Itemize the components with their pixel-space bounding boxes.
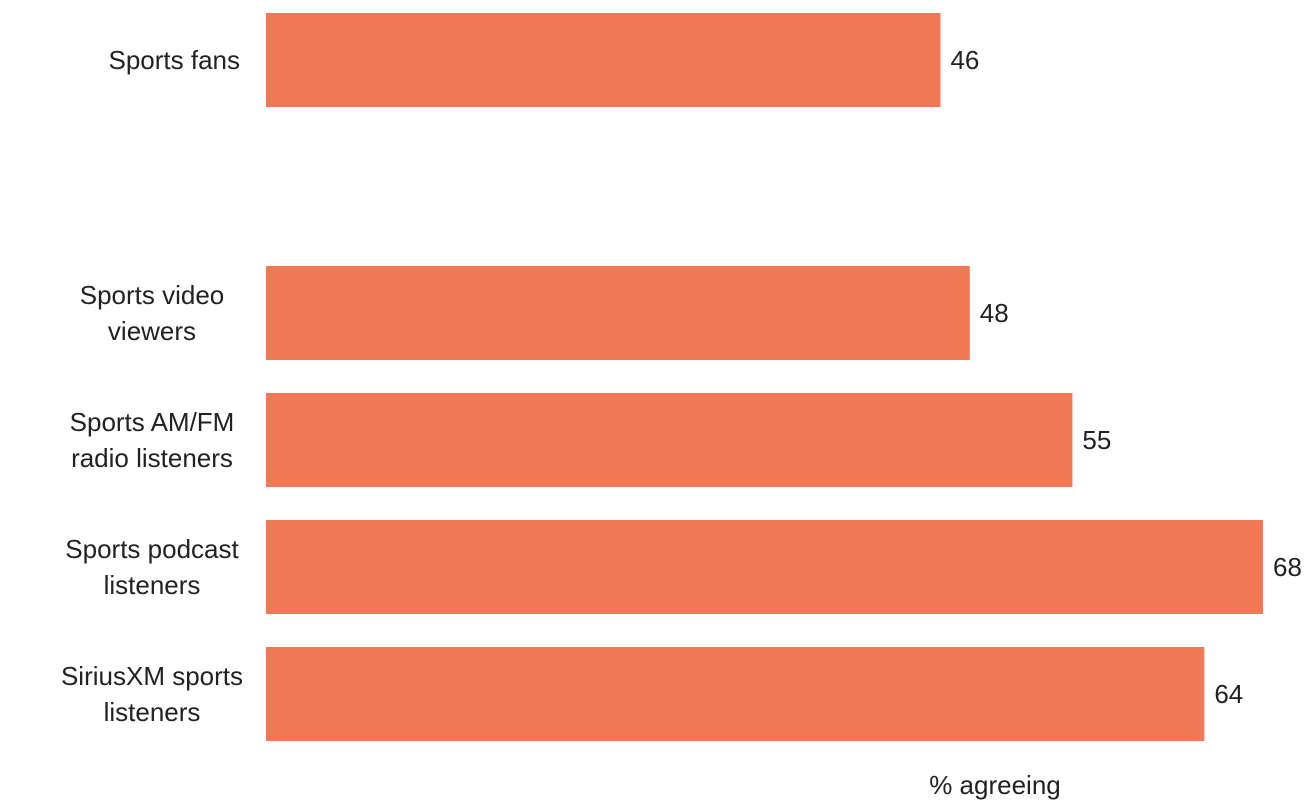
category-label-3: Sports podcast listeners xyxy=(65,534,239,600)
bar-value-label-0: 46 xyxy=(950,45,979,75)
category-label-2: Sports AM/FM radio listeners xyxy=(70,407,235,473)
category-label-line: listeners xyxy=(104,697,201,727)
bar-0 xyxy=(266,13,941,107)
bar-1 xyxy=(266,266,970,360)
bar-2 xyxy=(266,393,1073,487)
category-label-line: Sports podcast xyxy=(65,534,239,564)
bar-value-label-4: 64 xyxy=(1214,679,1243,709)
category-label-4: SiriusXM sports listeners xyxy=(61,661,243,727)
category-labels-layer: Sports fans Sports video viewers Sports AM/… xyxy=(61,45,243,727)
bar-4 xyxy=(266,647,1205,741)
bar-value-label-3: 68 xyxy=(1273,552,1302,582)
bars-layer xyxy=(266,13,1263,741)
bar-3 xyxy=(266,520,1263,614)
value-labels-layer: 46 48 55 68 64 xyxy=(950,45,1301,709)
category-label-line: Sports AM/FM xyxy=(70,407,235,437)
x-axis-title: % agreeing xyxy=(929,770,1061,800)
bar-value-label-2: 55 xyxy=(1082,425,1111,455)
category-label-line: SiriusXM sports xyxy=(61,661,243,691)
category-label-line: viewers xyxy=(108,316,196,346)
category-label-1: Sports video viewers xyxy=(80,280,225,346)
category-label-line: radio listeners xyxy=(71,443,233,473)
category-label-line: Sports fans xyxy=(108,45,240,75)
category-label-0: Sports fans xyxy=(108,45,240,75)
category-label-line: Sports video xyxy=(80,280,225,310)
category-label-line: listeners xyxy=(104,570,201,600)
bar-value-label-1: 48 xyxy=(980,298,1009,328)
